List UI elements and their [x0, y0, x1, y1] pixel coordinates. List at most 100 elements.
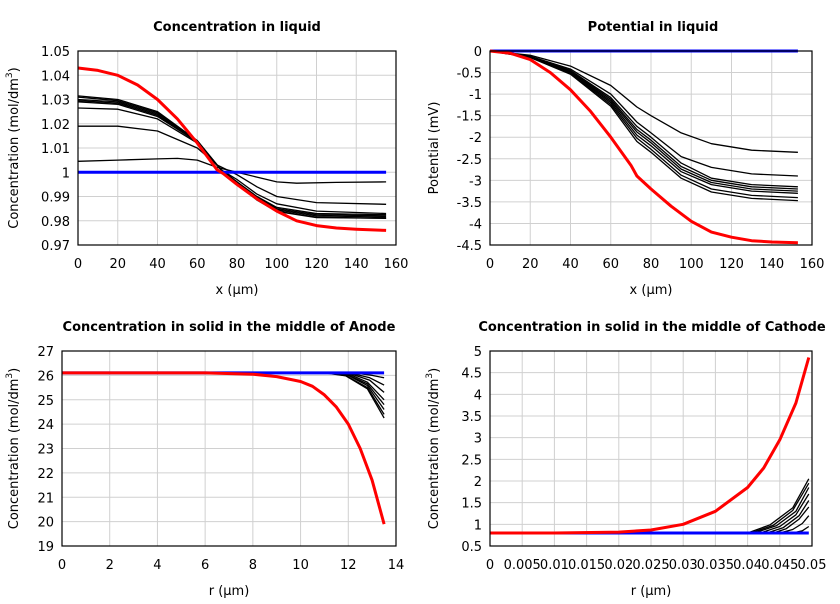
- x-tick-label: 100: [264, 257, 289, 272]
- y-tick-label: -4.5: [457, 239, 482, 254]
- chart-title: Potential in liquid: [588, 20, 719, 35]
- series-red-line: [77, 66, 387, 232]
- series-black-line: [77, 100, 387, 217]
- y-tick-label: 1.03: [41, 94, 70, 109]
- plot-frame: [489, 50, 813, 246]
- y-tick-label: -4: [469, 217, 482, 232]
- y-tick-label: 1: [62, 166, 70, 181]
- plot-frame: [77, 50, 397, 246]
- series-black-line: [490, 478, 810, 534]
- x-tick-label: 0: [74, 257, 82, 272]
- x-tick-label: 0.025: [632, 558, 669, 573]
- series-black-line: [489, 50, 798, 153]
- x-tick-label: 0.04: [733, 558, 762, 573]
- x-tick-label: 160: [384, 257, 409, 272]
- x-tick-label: 40: [562, 257, 579, 272]
- series-black-line: [489, 50, 798, 192]
- y-tick-label: -2.5: [457, 153, 482, 168]
- x-tick-label: 120: [719, 257, 744, 272]
- x-axis-label: r (µm): [209, 584, 250, 599]
- series-black-line: [77, 98, 387, 218]
- chart-title: Concentration in solid in the middle of …: [478, 320, 826, 335]
- y-axis-label: Concentration (mol/dm3): [425, 368, 442, 530]
- series-black-line: [490, 482, 810, 534]
- series-red-line: [489, 49, 798, 245]
- y-tick-label: 27: [37, 345, 54, 360]
- y-tick-label: -3: [469, 174, 482, 189]
- series-black-line: [490, 487, 810, 534]
- x-tick-label: 60: [189, 257, 206, 272]
- y-tick-label: -1: [469, 88, 482, 103]
- series-black-line: [489, 50, 798, 190]
- y-tick-label: 0.5: [461, 540, 482, 555]
- y-tick-label: -0.5: [457, 67, 482, 82]
- x-axis-label: x (µm): [630, 283, 673, 298]
- x-tick-label: 0.02: [604, 558, 633, 573]
- x-tick-label: 0: [486, 558, 494, 573]
- y-axis-label-superscript: 3: [5, 373, 15, 379]
- x-tick-label: 0.01: [540, 558, 569, 573]
- subplot-1: Concentration in liquid 0 20 40 60 80 100 120 14…: [5, 20, 408, 298]
- x-tick-label: 140: [344, 257, 369, 272]
- y-tick-label: 24: [37, 418, 54, 433]
- plot-frame: [61, 350, 397, 547]
- series-black-line: [62, 372, 385, 419]
- series-black-line: [490, 493, 810, 534]
- series-black-line: [489, 50, 798, 188]
- x-tick-label: 80: [643, 257, 660, 272]
- y-tick-label: 1.01: [41, 142, 70, 157]
- y-tick-label: 2: [474, 475, 482, 490]
- x-tick-label: 0.045: [761, 558, 798, 573]
- y-tick-label: 22: [37, 467, 54, 482]
- y-tick-label: 4: [474, 388, 482, 403]
- y-tick-label: 1.5: [461, 497, 482, 512]
- y-axis-label-superscript: 3: [5, 72, 15, 78]
- x-tick-label: 20: [109, 257, 126, 272]
- series-black-line: [77, 101, 387, 216]
- chart-title: Concentration in liquid: [153, 20, 321, 35]
- subplot-4: Concentration in solid in the middle of …: [425, 320, 826, 599]
- y-tick-label: 0.98: [41, 215, 70, 230]
- x-tick-label: 0.03: [669, 558, 698, 573]
- y-tick-label: -2: [469, 131, 482, 146]
- x-tick-label: 0: [58, 558, 66, 573]
- y-tick-label: 3: [474, 432, 482, 447]
- x-tick-label: 80: [229, 257, 246, 272]
- y-tick-label: 1.04: [41, 69, 70, 84]
- y-tick-label: -3.5: [457, 196, 482, 211]
- y-tick-label: 1.05: [41, 45, 70, 60]
- y-tick-label: 4.5: [461, 367, 482, 382]
- y-tick-label: 20: [37, 516, 54, 531]
- y-axis-label: Potential (mV): [427, 102, 442, 195]
- x-tick-label: 0.005: [504, 558, 541, 573]
- series-black-line: [77, 95, 387, 219]
- x-tick-label: 2: [106, 558, 114, 573]
- y-tick-label: 0.97: [41, 239, 70, 254]
- x-tick-label: 60: [602, 257, 619, 272]
- series-black-line: [62, 372, 385, 410]
- x-tick-label: 20: [522, 257, 539, 272]
- x-tick-label: 8: [249, 558, 257, 573]
- y-tick-label: 23: [37, 443, 54, 458]
- series-black-line: [77, 96, 387, 219]
- series-black-line: [489, 50, 798, 177]
- series-black-line: [62, 372, 385, 401]
- y-tick-label: 2.5: [461, 453, 482, 468]
- x-tick-label: 0.035: [697, 558, 734, 573]
- y-tick-label: 19: [37, 540, 54, 555]
- series-red-line: [62, 371, 386, 525]
- x-tick-label: 10: [292, 558, 309, 573]
- series-black-line: [77, 107, 387, 215]
- x-tick-label: 6: [201, 558, 209, 573]
- y-tick-label: 0: [474, 45, 482, 60]
- y-axis-label-text: Concentration (mol/dm: [427, 379, 442, 530]
- x-tick-label: 12: [340, 558, 357, 573]
- y-tick-label: -1.5: [457, 110, 482, 125]
- y-axis-label-superscript: 3: [425, 373, 435, 379]
- y-tick-label: 0.99: [41, 191, 70, 206]
- series-red-line: [490, 357, 811, 535]
- y-tick-label: 3.5: [461, 410, 482, 425]
- y-axis-label-close: ): [427, 368, 442, 373]
- x-tick-label: 160: [800, 257, 825, 272]
